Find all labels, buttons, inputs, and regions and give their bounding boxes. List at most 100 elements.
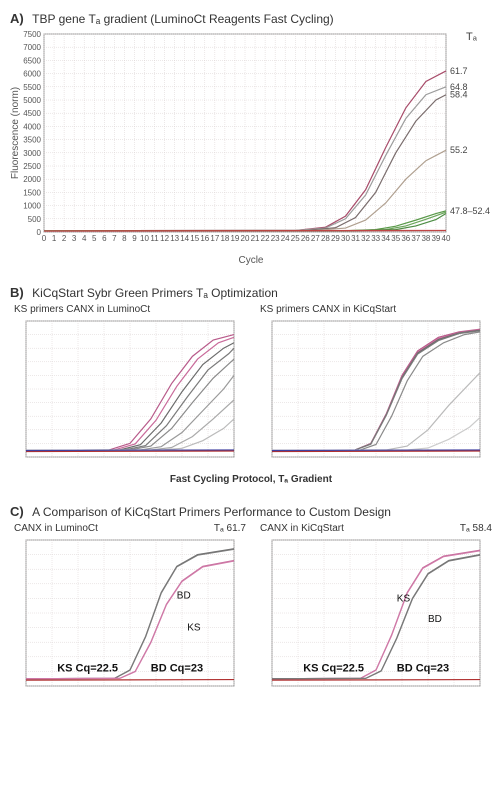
svg-text:2500: 2500 [23,162,41,171]
panel-b-right: KS primers CANX in KiCqStart [256,302,492,472]
svg-text:13: 13 [170,234,179,243]
panel-b-right-subtitle: KS primers CANX in KiCqStart [260,304,492,315]
panel-b-header: B) KiCqStart Sybr Green Primers Tₐ Optim… [10,284,492,302]
svg-text:3500: 3500 [23,136,41,145]
svg-text:4: 4 [82,234,87,243]
svg-text:KS Cq=22.5: KS Cq=22.5 [57,662,118,674]
svg-text:10: 10 [140,234,149,243]
svg-text:29: 29 [331,234,340,243]
panel-b-left-subtitle: KS primers CANX in LuminoCt [14,304,246,315]
panel-c-right-svg: KS BD KS Cq=22.5 BD Cq=23 [256,536,486,696]
svg-text:6: 6 [102,234,107,243]
svg-text:38: 38 [421,234,430,243]
panel-c-label: C) [10,504,24,519]
svg-text:Tₐ: Tₐ [466,31,478,43]
svg-text:7000: 7000 [23,43,41,52]
svg-text:4500: 4500 [23,109,41,118]
svg-text:Fluorescence (norm): Fluorescence (norm) [10,87,21,179]
svg-text:KS: KS [187,623,201,634]
svg-text:500: 500 [28,215,42,224]
svg-text:27: 27 [311,234,320,243]
svg-text:1000: 1000 [23,202,41,211]
svg-text:1: 1 [52,234,57,243]
panel-a-label: A) [10,11,24,26]
panel-c-right-ta: Tₐ 58.4 [460,523,492,534]
svg-text:47.8–52.4: 47.8–52.4 [450,206,490,216]
panel-c-left-ta: Tₐ 61.7 [214,523,246,534]
panel-c-right: CANX in KiCqStart Tₐ 58.4 KS BD KS Cq=22.5… [256,521,492,701]
svg-text:5500: 5500 [23,83,41,92]
svg-text:33: 33 [371,234,380,243]
panel-b-label: B) [10,285,24,300]
svg-text:19: 19 [230,234,239,243]
svg-text:KS Cq=22.5: KS Cq=22.5 [303,662,364,674]
svg-text:5: 5 [92,234,97,243]
svg-text:6500: 6500 [23,56,41,65]
svg-text:35: 35 [391,234,400,243]
panel-a-title: TBP gene Tₐ gradient (LuminoCt Reagents … [32,12,334,26]
svg-text:14: 14 [180,234,189,243]
svg-text:11: 11 [150,234,159,243]
svg-text:20: 20 [241,234,250,243]
svg-text:61.7: 61.7 [450,66,468,76]
svg-text:3000: 3000 [23,149,41,158]
svg-text:25: 25 [291,234,300,243]
svg-text:37: 37 [411,234,420,243]
panel-c-header: C) A Comparison of KiCqStart Primers Per… [10,503,492,521]
svg-text:24: 24 [281,234,290,243]
svg-text:22: 22 [261,234,270,243]
panel-c-left: CANX in LuminoCt Tₐ 61.7 BDKSKS Cq=22.5B… [10,521,246,701]
panel-b-title: KiCqStart Sybr Green Primers Tₐ Optimiza… [32,286,278,300]
panel-b-xlabel: Fast Cycling Protocol, Tₐ Gradient [10,474,492,485]
svg-text:34: 34 [381,234,390,243]
svg-text:21: 21 [251,234,260,243]
panel-b: B) KiCqStart Sybr Green Primers Tₐ Optim… [10,284,492,485]
svg-text:2: 2 [62,234,67,243]
panel-a: A) TBP gene Tₐ gradient (LuminoCt Reagen… [10,10,492,266]
svg-text:5000: 5000 [23,96,41,105]
svg-text:1500: 1500 [23,188,41,197]
svg-text:7: 7 [112,234,117,243]
svg-text:6000: 6000 [23,70,41,79]
panel-c-left-subtitle: CANX in LuminoCt [14,523,98,534]
svg-text:58.4: 58.4 [450,90,468,100]
svg-text:8: 8 [122,234,127,243]
svg-text:36: 36 [401,234,410,243]
panel-b-right-svg [256,317,486,467]
svg-text:BD Cq=23: BD Cq=23 [151,662,203,674]
svg-text:BD: BD [428,614,442,625]
panel-c-title: A Comparison of KiCqStart Primers Perfor… [32,505,391,519]
svg-text:0: 0 [42,234,47,243]
svg-text:55.2: 55.2 [450,145,468,155]
svg-text:9: 9 [132,234,137,243]
svg-text:3: 3 [72,234,77,243]
panel-c-left-svg: BD KS KS Cq=22.5 BD Cq=23 [10,536,240,696]
svg-text:7500: 7500 [23,30,41,39]
svg-text:BD Cq=23: BD Cq=23 [397,662,449,674]
svg-text:30: 30 [341,234,350,243]
svg-text:12: 12 [160,234,169,243]
svg-text:16: 16 [200,234,209,243]
svg-text:0: 0 [37,228,42,237]
panel-b-left-svg [10,317,240,467]
svg-text:4000: 4000 [23,122,41,131]
svg-text:18: 18 [220,234,229,243]
svg-text:39: 39 [431,234,440,243]
panel-c-right-subtitle: CANX in KiCqStart [260,523,344,534]
svg-text:23: 23 [271,234,280,243]
svg-text:17: 17 [210,234,219,243]
panel-a-xlabel: Cycle [10,255,492,266]
svg-text:31: 31 [351,234,360,243]
svg-text:2000: 2000 [23,175,41,184]
svg-text:KS: KS [397,593,411,604]
svg-text:40: 40 [442,234,451,243]
svg-text:26: 26 [301,234,310,243]
panel-a-svg: 0123456789101112131415161718192021222324… [10,28,490,248]
panel-a-chart: 0123456789101112131415161718192021222324… [10,28,492,253]
svg-text:BD: BD [177,590,191,601]
svg-text:15: 15 [190,234,199,243]
panel-a-header: A) TBP gene Tₐ gradient (LuminoCt Reagen… [10,10,492,28]
panel-c: C) A Comparison of KiCqStart Primers Per… [10,503,492,701]
svg-text:28: 28 [321,234,330,243]
svg-text:32: 32 [361,234,370,243]
